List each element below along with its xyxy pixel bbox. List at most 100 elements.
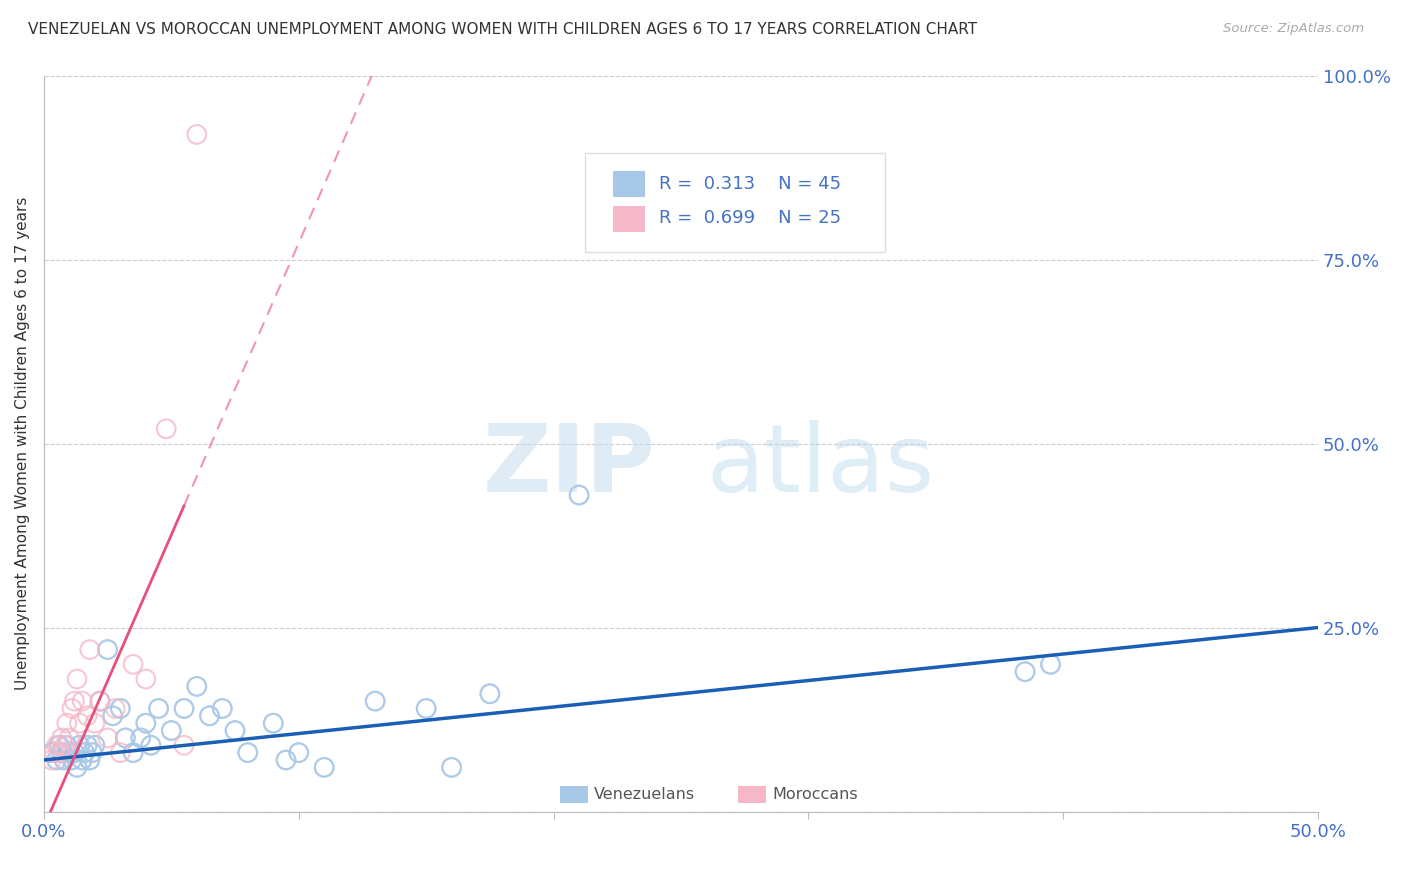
Point xyxy=(364,694,387,708)
Text: VENEZUELAN VS MOROCCAN UNEMPLOYMENT AMONG WOMEN WITH CHILDREN AGES 6 TO 17 YEARS: VENEZUELAN VS MOROCCAN UNEMPLOYMENT AMON… xyxy=(28,22,977,37)
Point xyxy=(66,760,89,774)
Point xyxy=(224,723,246,738)
Point xyxy=(274,753,297,767)
Point xyxy=(110,746,132,760)
Point xyxy=(97,642,120,657)
Point xyxy=(314,760,336,774)
Point xyxy=(58,746,80,760)
Point xyxy=(79,753,101,767)
Point xyxy=(314,760,336,774)
Point xyxy=(66,760,89,774)
Point xyxy=(211,701,233,715)
Point xyxy=(66,672,89,686)
Bar xyxy=(560,787,588,803)
Point xyxy=(114,731,136,745)
FancyBboxPatch shape xyxy=(585,153,884,252)
Point xyxy=(148,701,170,715)
Point xyxy=(287,746,309,760)
Bar xyxy=(613,206,645,232)
Point xyxy=(73,746,96,760)
Point xyxy=(79,753,101,767)
Point xyxy=(274,753,297,767)
Point xyxy=(186,680,208,694)
Point xyxy=(82,746,104,760)
Point xyxy=(198,709,221,723)
Point xyxy=(198,709,221,723)
Point xyxy=(135,716,157,731)
Point xyxy=(135,672,157,686)
Point xyxy=(262,716,284,731)
Point xyxy=(56,739,79,753)
Text: atlas: atlas xyxy=(706,419,935,512)
Point xyxy=(186,128,208,142)
Point xyxy=(568,488,591,502)
Y-axis label: Unemployment Among Women with Children Ages 6 to 17 years: Unemployment Among Women with Children A… xyxy=(15,197,30,690)
Point xyxy=(110,701,132,715)
Point xyxy=(60,753,83,767)
Point xyxy=(173,739,195,753)
Point xyxy=(97,642,120,657)
Point xyxy=(160,723,183,738)
Bar xyxy=(738,787,766,803)
Point xyxy=(236,746,259,760)
Point xyxy=(69,716,91,731)
Point xyxy=(53,739,76,753)
Point xyxy=(440,760,463,774)
Point xyxy=(76,709,98,723)
Point xyxy=(53,753,76,767)
Text: R =  0.699    N = 25: R = 0.699 N = 25 xyxy=(659,210,841,227)
Point xyxy=(1014,665,1036,679)
Point xyxy=(83,716,105,731)
Point xyxy=(211,701,233,715)
Point xyxy=(364,694,387,708)
Point xyxy=(89,694,111,708)
Point xyxy=(478,687,501,701)
Point xyxy=(155,422,177,436)
Point xyxy=(76,739,98,753)
Point xyxy=(60,701,83,715)
Point xyxy=(224,723,246,738)
Point xyxy=(110,701,132,715)
Point xyxy=(51,746,73,760)
Point xyxy=(568,488,591,502)
Point xyxy=(262,716,284,731)
Point xyxy=(42,746,65,760)
Point xyxy=(41,746,63,760)
Point xyxy=(53,753,76,767)
Point xyxy=(101,709,124,723)
Point xyxy=(60,753,83,767)
Point xyxy=(236,746,259,760)
Point xyxy=(63,746,86,760)
Point xyxy=(63,746,86,760)
Point xyxy=(56,739,79,753)
Text: Source: ZipAtlas.com: Source: ZipAtlas.com xyxy=(1223,22,1364,36)
Point xyxy=(63,694,86,708)
Point xyxy=(45,739,67,753)
Point xyxy=(139,739,162,753)
Point xyxy=(1039,657,1062,672)
Point xyxy=(76,739,98,753)
Point xyxy=(122,746,145,760)
Point xyxy=(415,701,437,715)
Point xyxy=(139,739,162,753)
Point xyxy=(148,701,170,715)
Point xyxy=(83,739,105,753)
Point xyxy=(41,753,63,767)
Point xyxy=(70,753,93,767)
Point xyxy=(287,746,309,760)
Text: Moroccans: Moroccans xyxy=(773,787,859,802)
Text: Venezuelans: Venezuelans xyxy=(595,787,696,802)
Point xyxy=(58,731,80,745)
Point xyxy=(104,701,127,715)
Point xyxy=(45,753,67,767)
Point xyxy=(122,746,145,760)
Point xyxy=(58,746,80,760)
Point xyxy=(415,701,437,715)
Point xyxy=(129,731,152,745)
Point xyxy=(45,753,67,767)
Point xyxy=(173,701,195,715)
Point xyxy=(70,753,93,767)
Point xyxy=(41,746,63,760)
Point xyxy=(160,723,183,738)
Point xyxy=(173,701,195,715)
